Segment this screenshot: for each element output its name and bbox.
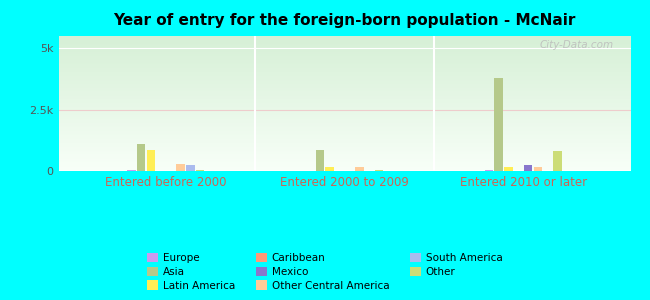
Bar	[326, 167, 334, 171]
Legend: Europe, Asia, Latin America, Caribbean, Mexico, Other Central America, South Ame: Europe, Asia, Latin America, Caribbean, …	[143, 248, 507, 295]
Bar	[495, 78, 503, 171]
Bar	[186, 165, 194, 171]
Bar	[316, 150, 324, 171]
Bar	[484, 170, 493, 171]
Bar	[534, 167, 542, 171]
Bar	[355, 167, 363, 171]
Bar	[176, 164, 185, 171]
Title: Year of entry for the foreign-born population - McNair: Year of entry for the foreign-born popul…	[113, 13, 576, 28]
Text: City-Data.com: City-Data.com	[540, 40, 614, 50]
Bar	[504, 167, 513, 171]
Bar	[553, 152, 562, 171]
Bar	[524, 165, 532, 171]
Bar	[127, 170, 136, 171]
Bar	[147, 150, 155, 171]
Bar	[196, 169, 205, 171]
Bar	[137, 144, 146, 171]
Bar	[374, 169, 384, 171]
